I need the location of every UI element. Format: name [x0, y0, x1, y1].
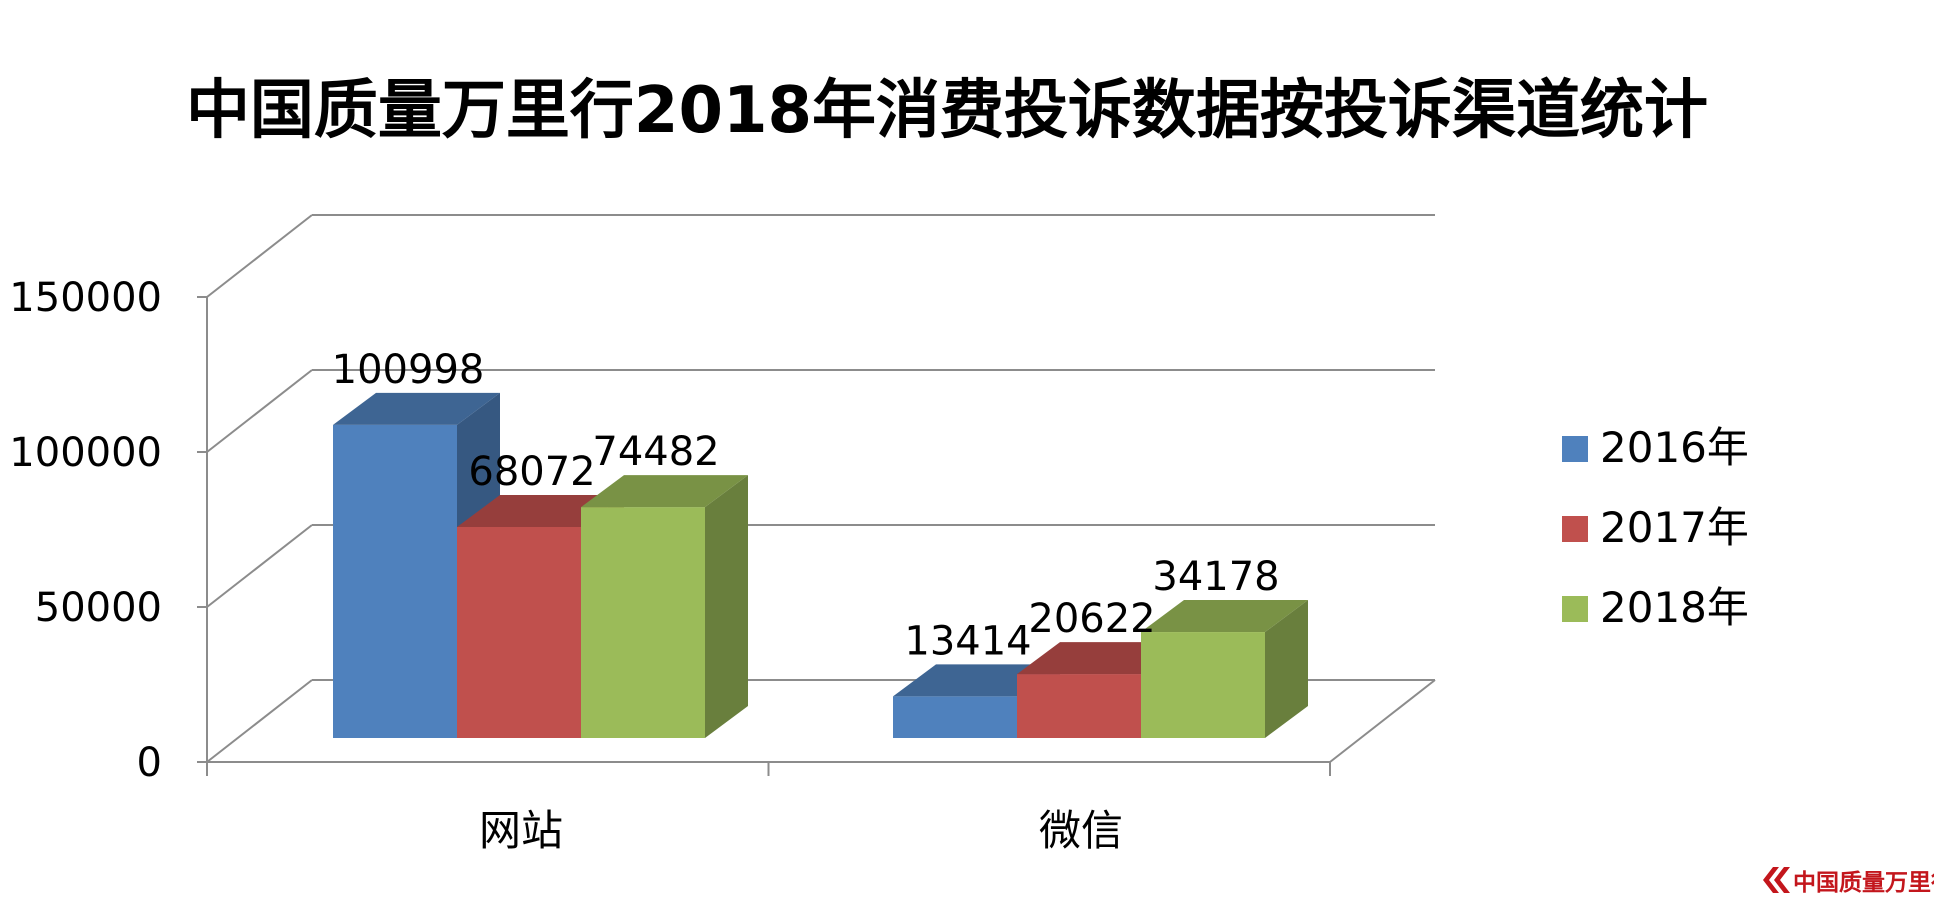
bar-top: [1141, 600, 1308, 633]
y-tick-label: 0: [137, 740, 162, 786]
bar-front: [333, 424, 457, 738]
watermark-logo: 中国质量万里行: [1763, 867, 1934, 896]
y-axis-ticks: 0 50000 100000 150000: [9, 275, 207, 786]
floor-edge: [1329, 679, 1436, 763]
gridline-diagonal: [206, 214, 313, 298]
bar-front: [457, 526, 581, 738]
data-label: 74482: [592, 429, 719, 475]
bar-front: [1017, 674, 1141, 738]
legend-entry: 2018年: [1562, 583, 1749, 632]
data-label: 20622: [1028, 596, 1155, 642]
gridline-diagonal: [206, 524, 313, 608]
bars: [333, 392, 1308, 738]
bar-top: [333, 392, 500, 425]
x-axis-categories: 网站 微信: [479, 806, 1123, 855]
legend-entry: 2017年: [1562, 503, 1749, 552]
category-label: 微信: [1039, 806, 1123, 855]
y-tick-label: 150000: [9, 275, 162, 321]
data-label: 100998: [332, 347, 485, 393]
legend-label: 2017年: [1600, 503, 1749, 552]
data-label: 34178: [1152, 554, 1279, 600]
legend-swatch: [1562, 516, 1588, 542]
gridline-diagonal: [206, 369, 313, 453]
bar-front: [581, 507, 705, 738]
legend-label: 2016年: [1600, 423, 1749, 472]
legend-label: 2018年: [1600, 583, 1749, 632]
bar-front: [893, 696, 1017, 738]
watermark-chevron-icon: [1763, 867, 1790, 893]
bar-front: [1141, 632, 1265, 738]
chart-title: 中国质量万里行2018年消费投诉数据按投诉渠道统计: [186, 74, 1708, 148]
bar-side: [705, 475, 748, 738]
data-label: 13414: [904, 618, 1031, 664]
y-tick-label: 100000: [9, 430, 162, 476]
bar: [1141, 600, 1308, 738]
legend-swatch: [1562, 596, 1588, 622]
watermark-text: 中国质量万里行: [1793, 869, 1934, 896]
gridline-diagonal: [206, 679, 313, 763]
data-label: 68072: [468, 449, 595, 495]
legend-swatch: [1562, 436, 1588, 462]
bar-top: [581, 475, 748, 508]
bar: [581, 475, 748, 738]
legend-entry: 2016年: [1562, 423, 1749, 472]
bar-side: [1265, 600, 1308, 738]
y-tick-label: 50000: [35, 585, 162, 631]
category-label: 网站: [479, 806, 563, 855]
legend: 2016年 2017年 2018年: [1562, 423, 1749, 632]
